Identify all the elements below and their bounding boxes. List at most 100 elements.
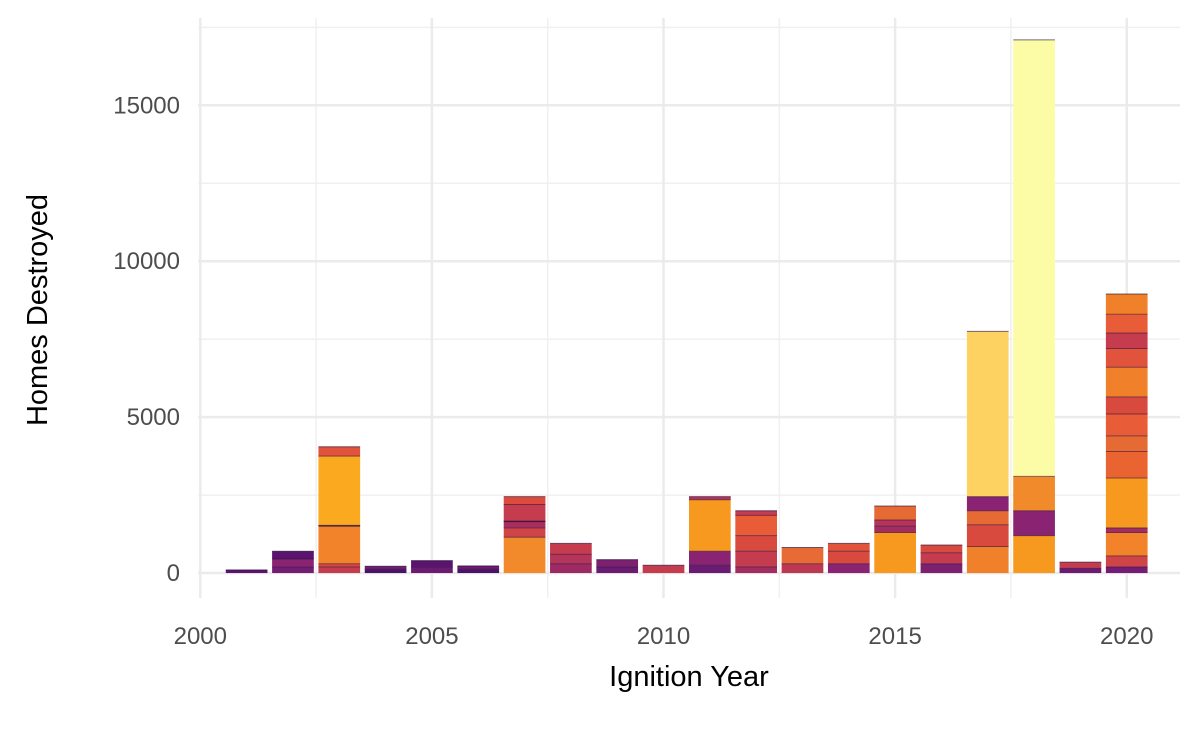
bar-2001 bbox=[225, 569, 268, 574]
bar-2020 bbox=[1105, 293, 1148, 574]
bar-segment-2012-0 bbox=[735, 566, 778, 574]
x-tick-label-2010: 2010 bbox=[637, 623, 690, 650]
bar-2015 bbox=[874, 505, 916, 574]
bar-segment-2014-0 bbox=[827, 563, 870, 574]
bar-segment-2011-3 bbox=[689, 496, 731, 500]
bar-segment-2006-0 bbox=[457, 569, 500, 574]
x-tick-label-2005: 2005 bbox=[405, 623, 458, 650]
bar-segment-2017-1 bbox=[966, 524, 1009, 547]
bar-segment-2020-8 bbox=[1105, 396, 1148, 415]
bar-segment-2007-2 bbox=[503, 521, 546, 528]
bar-segment-2005-1 bbox=[411, 560, 453, 567]
bar-2009 bbox=[596, 559, 639, 574]
bar-segment-2008-2 bbox=[550, 543, 592, 555]
bar-segment-2020-1 bbox=[1105, 555, 1148, 567]
bar-2017 bbox=[966, 330, 1009, 574]
bar-segment-2010-0 bbox=[642, 565, 685, 574]
bar-segment-2002-0 bbox=[272, 566, 314, 574]
bar-segment-2020-4 bbox=[1105, 477, 1148, 528]
bar-segment-2015-3 bbox=[874, 506, 916, 521]
bar-2010 bbox=[642, 564, 685, 574]
bar-segment-2015-1 bbox=[874, 526, 916, 533]
bar-segment-2019-1 bbox=[1059, 562, 1102, 569]
bar-segment-2012-4 bbox=[735, 510, 778, 516]
bar-segment-2011-0 bbox=[689, 565, 731, 574]
bar-segment-2009-1 bbox=[596, 559, 639, 567]
bar-segment-2018-2 bbox=[1013, 476, 1055, 511]
bar-2016 bbox=[920, 544, 963, 574]
bar-segment-2020-9 bbox=[1105, 367, 1148, 397]
bar-segment-2019-0 bbox=[1059, 568, 1102, 574]
bar-segment-2007-0 bbox=[503, 537, 546, 574]
bar-segment-2014-2 bbox=[827, 543, 870, 552]
bar-segment-2012-2 bbox=[735, 535, 778, 552]
bar-segment-2006-1 bbox=[457, 565, 500, 570]
bar-2013 bbox=[781, 546, 824, 574]
bar-2003 bbox=[318, 446, 361, 574]
bar-2011 bbox=[689, 496, 731, 574]
bar-segment-2003-1 bbox=[318, 563, 361, 567]
x-tick-label-2015: 2015 bbox=[868, 623, 921, 650]
x-tick-label-2000: 2000 bbox=[174, 623, 227, 650]
bar-segment-2016-2 bbox=[920, 544, 963, 553]
y-tick-label-15000: 15000 bbox=[113, 92, 180, 119]
bar-segment-2003-4 bbox=[318, 456, 361, 526]
bar-segment-2020-11 bbox=[1105, 332, 1148, 349]
bar-segment-2005-0 bbox=[411, 566, 453, 574]
bar-segment-2017-3 bbox=[966, 496, 1009, 511]
bar-segment-2014-1 bbox=[827, 551, 870, 564]
bar-segment-2018-3 bbox=[1013, 39, 1055, 477]
bar-segment-2011-2 bbox=[689, 499, 731, 552]
bar-segment-2004-1 bbox=[364, 566, 407, 570]
bar-segment-2016-0 bbox=[920, 563, 963, 574]
y-tick-label-10000: 10000 bbox=[113, 248, 180, 275]
bars bbox=[225, 39, 1148, 574]
y-axis-title: Homes Destroyed bbox=[22, 194, 54, 426]
bar-2012 bbox=[735, 510, 778, 574]
bar-segment-2002-2 bbox=[272, 551, 314, 560]
bar-segment-2012-1 bbox=[735, 551, 778, 567]
bar-segment-2002-1 bbox=[272, 559, 314, 567]
bar-segment-2020-7 bbox=[1105, 414, 1148, 436]
bar-segment-2017-0 bbox=[966, 546, 1009, 574]
bar-segment-2007-4 bbox=[503, 504, 546, 521]
bar-2014 bbox=[827, 542, 870, 574]
bar-segment-2020-12 bbox=[1105, 314, 1148, 333]
bar-segment-2008-1 bbox=[550, 554, 592, 564]
bar-segment-2017-2 bbox=[966, 510, 1009, 525]
x-axis-title: Ignition Year bbox=[609, 661, 769, 693]
bar-segment-2011-1 bbox=[689, 551, 731, 566]
bar-2005 bbox=[411, 560, 453, 574]
bar-segment-2003-2 bbox=[318, 526, 361, 564]
bar-segment-2009-0 bbox=[596, 566, 639, 574]
y-tick-label-5000: 5000 bbox=[127, 404, 180, 431]
bar-segment-2012-3 bbox=[735, 515, 778, 536]
bar-segment-2008-0 bbox=[550, 563, 592, 574]
y-tick-label-0: 0 bbox=[167, 560, 180, 587]
bar-segment-2013-1 bbox=[781, 547, 824, 564]
bar-segment-2007-5 bbox=[503, 496, 546, 505]
x-tick-label-2020: 2020 bbox=[1100, 623, 1153, 650]
bar-segment-2017-4 bbox=[966, 331, 1009, 497]
bar-segment-2015-2 bbox=[874, 520, 916, 527]
bar-segment-2016-1 bbox=[920, 552, 963, 564]
bar-segment-2003-5 bbox=[318, 446, 361, 457]
bar-segment-2003-0 bbox=[318, 566, 361, 574]
bar-segment-2004-0 bbox=[364, 569, 407, 574]
bar-segment-2015-0 bbox=[874, 532, 916, 574]
bar-segment-2018-1 bbox=[1013, 510, 1055, 536]
bar-segment-2007-1 bbox=[503, 527, 546, 538]
bar-segment-2001-0 bbox=[225, 569, 268, 574]
bar-segment-2020-10 bbox=[1105, 348, 1148, 368]
bar-2004 bbox=[364, 565, 407, 574]
bar-segment-2020-13 bbox=[1105, 293, 1148, 315]
bar-segment-2020-3 bbox=[1105, 527, 1148, 533]
tick-labels: 2000 2005 2010 2015 2020 0 5000 10000 15000 bbox=[113, 92, 1153, 650]
bar-segment-2013-0 bbox=[781, 563, 824, 574]
bar-segment-2020-6 bbox=[1105, 435, 1148, 452]
bar-2008 bbox=[550, 542, 592, 574]
bar-segment-2020-5 bbox=[1105, 451, 1148, 478]
bar-2007 bbox=[503, 496, 546, 574]
